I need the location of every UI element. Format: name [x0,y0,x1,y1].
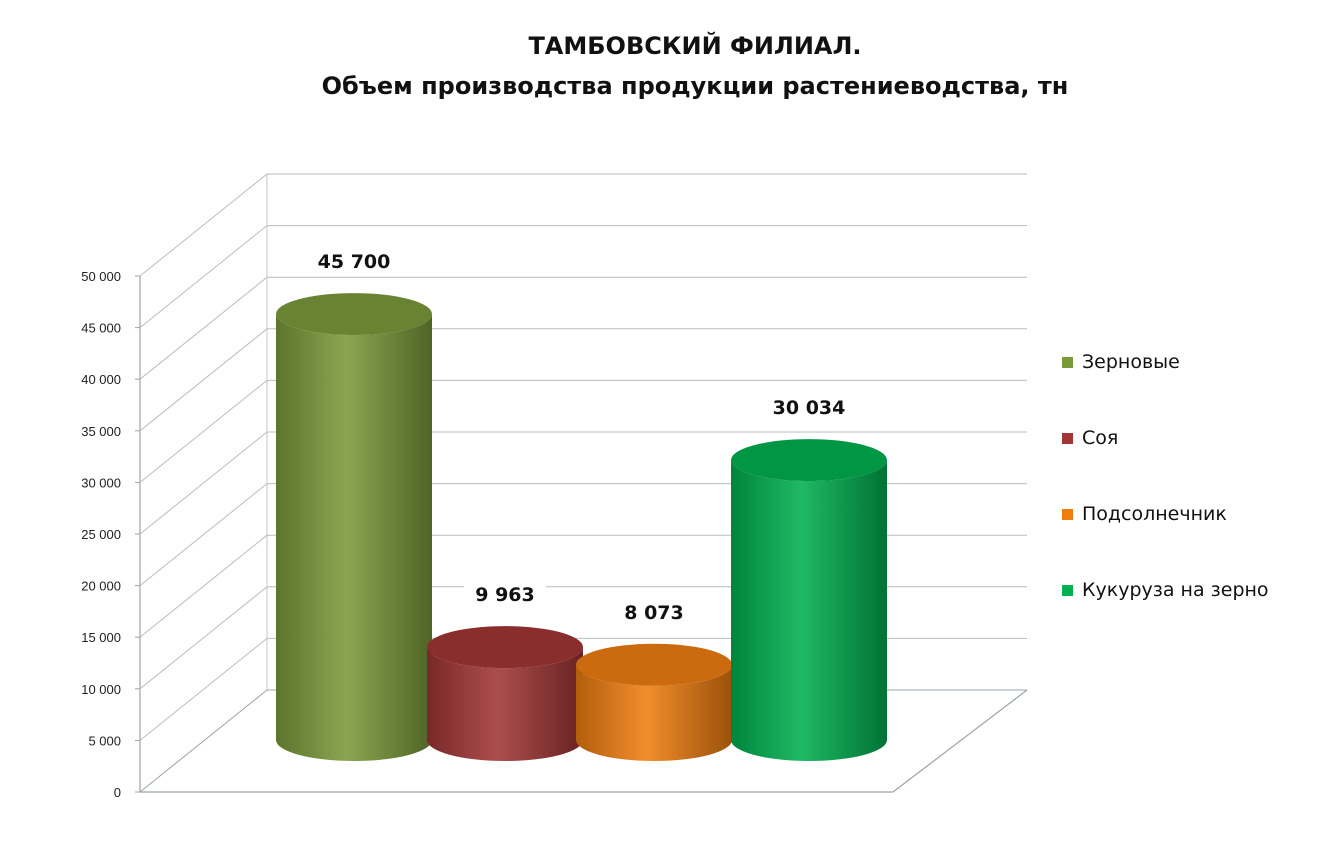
y-tick-label: 30 000 [81,475,121,490]
bar-4 [731,439,887,761]
gridline-side [139,380,268,483]
gridline-side [139,586,268,690]
data-label-bg [613,598,695,626]
bar-body [276,314,432,761]
gridline-side [139,638,268,741]
legend-swatch [1062,356,1073,368]
gridline-side [139,276,268,380]
bars [276,293,887,761]
title-block: ТАМБОВСКИЙ ФИЛИАЛ. Объем производства пр… [0,26,1321,106]
legend-item: Кукуруза на зерно [1062,552,1269,628]
legend-label: Соя [1082,427,1119,449]
y-tick-label: 5 000 [88,733,121,748]
floor-right-edge [892,689,1028,793]
legend-swatch [1062,584,1073,596]
chart-subtitle: Объем производства продукции растениевод… [321,72,1069,100]
legend-item: Соя [1062,400,1269,476]
gridline-side [139,689,268,793]
legend-swatch [1062,432,1073,444]
bar-2 [427,626,583,761]
y-tick-label: 20 000 [81,579,121,594]
data-label-bg [464,581,546,609]
y-tick-label: 45 000 [81,321,121,336]
gridline-side [139,431,268,535]
bar-body [576,664,732,761]
bar-body [731,460,887,761]
bar-top [427,626,583,669]
y-tick-label: 10 000 [81,682,121,697]
gridline-side [139,328,268,432]
y-tick-label: 50 000 [81,269,121,284]
legend: Зерновые Соя Подсолнечник Кукуруза на зерно [1062,324,1269,628]
y-tick-label: 35 000 [81,424,121,439]
legend-swatch [1062,508,1073,520]
y-tick-label: 0 [114,785,121,800]
data-label-bg [768,394,850,422]
y-tick-label: 15 000 [81,630,121,645]
chart-title: ТАМБОВСКИЙ ФИЛИАЛ. [528,32,862,60]
legend-label: Кукуруза на зерно [1082,579,1269,601]
data-label: 9 963 [475,584,535,606]
bar-1 [276,293,432,761]
bar-body [427,647,583,761]
data-label-bg [313,248,395,276]
legend-label: Подсолнечник [1082,503,1227,525]
data-label: 8 073 [624,602,684,624]
data-label: 30 034 [773,397,846,419]
gridline-side [139,534,268,638]
gridline-side [139,173,268,277]
bar-top [731,439,887,482]
bar-top [276,293,432,336]
y-tick-label: 40 000 [81,372,121,387]
bar-top [576,643,732,686]
data-label: 45 700 [318,251,391,273]
y-tick-label: 25 000 [81,527,121,542]
y-axis-ticks: 0 5 000 10 000 15 000 20 000 25 000 30 000 35 0… [81,269,121,800]
legend-item: Подсолнечник [1062,476,1269,552]
data-labels: 45 700 9 963 8 073 30 034 [313,248,850,626]
gridline-side [139,483,268,586]
legend-label: Зерновые [1082,351,1180,373]
bar-3 [576,643,732,761]
legend-item: Зерновые [1062,324,1269,400]
gridline-side [139,225,268,328]
